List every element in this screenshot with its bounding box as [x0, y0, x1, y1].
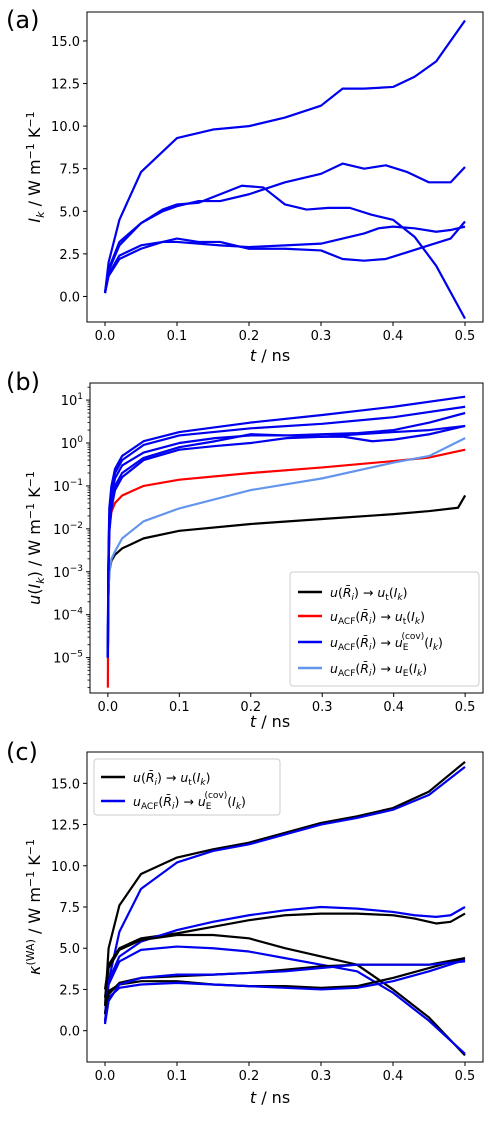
panel-c-x-tick-label: 0.2 — [239, 1069, 260, 1084]
panel-b-y-tick-label: 101 — [61, 392, 83, 409]
panel-b-series-line — [106, 424, 466, 658]
panel-a-x-tick-label: 0.0 — [95, 329, 116, 344]
panel-a-y-tick-label: 15.0 — [51, 35, 80, 50]
panel-b-x-tick-label: 0.4 — [383, 700, 404, 715]
panel-c-letter: (c) — [6, 738, 38, 766]
panel-c-x-tick-label: 0.5 — [455, 1069, 476, 1084]
panel-b-x-tick-label: 0.0 — [98, 700, 119, 715]
panel-c-series-line — [103, 960, 466, 1025]
panel-b-y-tick-label: 10−5 — [53, 650, 83, 667]
panel-c-series-line — [103, 958, 466, 1021]
panel-c-series-line — [103, 933, 466, 1057]
panel-c-legend-entry-1: uACF(R̄i) → uE(cov)(Ik) — [133, 791, 246, 812]
panel-c-y-tick-label: 7.5 — [59, 901, 80, 916]
panel-c-y-tick-label: 2.5 — [59, 983, 80, 998]
panel-a-x-tick-label: 0.5 — [455, 329, 476, 344]
panel-c-legend-box — [93, 758, 281, 816]
panel-c-y-tick-label: 12.5 — [51, 819, 80, 834]
panel-b: (b) 0.0 0.1 0.2 0.3 0.4 0.5 10−5 10−4 10−3 10−2 10… — [6, 368, 484, 731]
panel-b-y-tick-label: 100 — [61, 435, 84, 452]
panel-c-y-axis-label: κ(WA) / W m−1 K−1 — [24, 839, 44, 975]
panel-c-ticks: 0.0 0.1 0.2 0.3 0.4 0.5 0.0 2.5 5.0 7.5 10.0 12.5 15… — [51, 777, 475, 1084]
panel-b-legend-box — [289, 571, 480, 687]
panel-b-y-tick-label: 10−4 — [53, 607, 83, 624]
panel-b-x-tick-label: 0.2 — [240, 700, 261, 715]
panel-a-letter: (a) — [6, 6, 39, 34]
panel-b-y-tick-label: 10−2 — [53, 521, 83, 538]
panel-c-series-line — [103, 912, 466, 990]
panel-a-series — [103, 19, 466, 320]
panel-a-y-tick-label: 0.0 — [59, 290, 80, 305]
panel-a-plot-frame — [86, 11, 484, 323]
panel-c-x-tick-label: 0.0 — [95, 1069, 116, 1084]
panel-c-y-tick-label: 15.0 — [51, 777, 80, 792]
panel-c-x-tick-label: 0.1 — [167, 1069, 188, 1084]
panel-a-series-line — [103, 162, 466, 294]
panel-b-ticks: 0.0 0.1 0.2 0.3 0.4 0.5 10−5 10−4 10−3 10−2 10−1 10… — [53, 386, 476, 715]
panel-b-x-tick-label: 0.1 — [169, 700, 190, 715]
panel-b-y-axis-label: u(Ik) / W m−1 K−1 — [24, 471, 47, 605]
panel-c-x-tick-label: 0.3 — [311, 1069, 332, 1084]
panel-a-x-tick-label: 0.4 — [383, 329, 404, 344]
panel-c-legend: u(R̄i) → ut(Ik) uACF(R̄i) → uE(cov)(Ik) — [93, 758, 281, 816]
panel-a-y-tick-label: 10.0 — [51, 120, 80, 135]
panel-a-ticks: 0.0 0.1 0.2 0.3 0.4 0.5 0.0 2.5 5.0 7.5 10.0 12.5 15… — [51, 35, 475, 344]
panel-a-y-axis-label: Ik / W m−1 K−1 — [24, 111, 47, 222]
panel-a-y-tick-label: 12.5 — [51, 78, 80, 93]
panel-c-series — [103, 761, 466, 1057]
panel-a-y-tick-label: 5.0 — [59, 205, 80, 220]
panel-a-x-tick-label: 0.2 — [239, 329, 260, 344]
panel-b-letter: (b) — [6, 368, 40, 396]
panel-c-series-line — [103, 761, 466, 1007]
panel-a-x-tick-label: 0.1 — [167, 329, 188, 344]
panel-b-x-tick-label: 0.3 — [312, 700, 333, 715]
panel-c-series-line — [103, 765, 466, 1023]
panel-b-series — [106, 395, 467, 688]
panel-a-series-line — [103, 225, 466, 294]
panel-b-y-tick-label: 10−3 — [53, 564, 83, 581]
panel-b-y-tick-label: 10−1 — [53, 478, 83, 495]
panel-b-legend-entry-2: uACF(R̄i) → uE(cov)(Ik) — [330, 632, 443, 653]
panel-b-legend-entry-1: uACF(R̄i) → ut(Ik) — [330, 609, 425, 627]
panel-c-series-line — [103, 905, 466, 1015]
panel-a-y-tick-label: 7.5 — [59, 163, 80, 178]
panel-b-legend-entry-0: u(R̄i) → ut(Ik) — [330, 585, 408, 603]
panel-b-legend: u(R̄i) → ut(Ik) uACF(R̄i) → ut(Ik) uACF(… — [289, 571, 480, 687]
panel-c-series-line — [103, 945, 466, 1055]
panel-c-y-tick-label: 0.0 — [59, 1025, 80, 1040]
panel-b-legend-entry-3: uACF(R̄i) → uE(Ik) — [330, 661, 427, 679]
panel-c-legend-entry-0: u(R̄i) → ut(Ik) — [133, 770, 211, 788]
panel-c-x-tick-label: 0.4 — [383, 1069, 404, 1084]
panel-a-series-line — [103, 220, 466, 294]
panel-a-x-axis-label: t / ns — [250, 346, 290, 365]
panel-c: (c) 0.0 0.1 0.2 0.3 0.4 0.5 0.0 2.5 5.0 7.5 10.0 12… — [6, 738, 484, 1107]
panel-b-x-axis-label: t / ns — [250, 712, 290, 731]
panel-a-x-tick-label: 0.3 — [311, 329, 332, 344]
panel-a: (a) 0.0 0.1 0.2 0.3 0.4 0.5 0.0 2.5 5.0 7.5 10.0 12… — [6, 6, 484, 365]
panel-a-series-line — [103, 19, 466, 294]
panel-c-x-axis-label: t / ns — [250, 1088, 290, 1107]
panel-b-x-tick-label: 0.5 — [455, 700, 476, 715]
panel-c-y-tick-label: 10.0 — [51, 860, 80, 875]
panel-c-y-tick-label: 5.0 — [59, 942, 80, 957]
panel-a-y-tick-label: 2.5 — [59, 248, 80, 263]
